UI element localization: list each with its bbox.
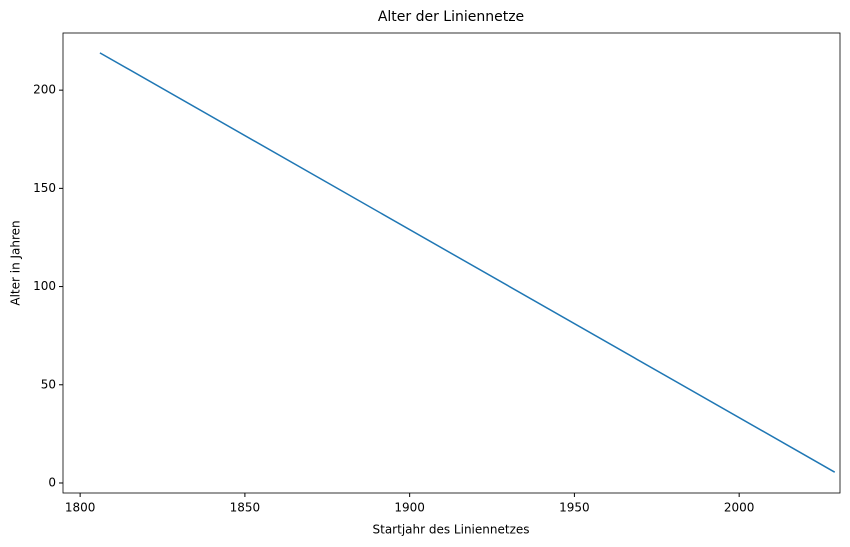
y-axis-label: Alter in Jahren (9, 220, 23, 305)
chart-title: Alter der Liniennetze (378, 9, 524, 25)
x-axis-label: Startjahr des Liniennetzes (373, 523, 530, 537)
plot-frame (62, 32, 841, 494)
data-line (99, 52, 836, 473)
x-tick-label: 1800 (65, 501, 96, 515)
y-tick-label: 200 (33, 83, 56, 97)
y-tick-label: 50 (41, 377, 56, 391)
x-tick-label: 2000 (724, 501, 755, 515)
y-tick-label: 100 (33, 279, 56, 293)
x-tick-label: 1950 (559, 501, 590, 515)
x-tick-label: 1900 (394, 501, 425, 515)
y-tick-label: 0 (48, 475, 56, 489)
x-tick-label: 1850 (230, 501, 261, 515)
y-tick-label: 150 (33, 181, 56, 195)
